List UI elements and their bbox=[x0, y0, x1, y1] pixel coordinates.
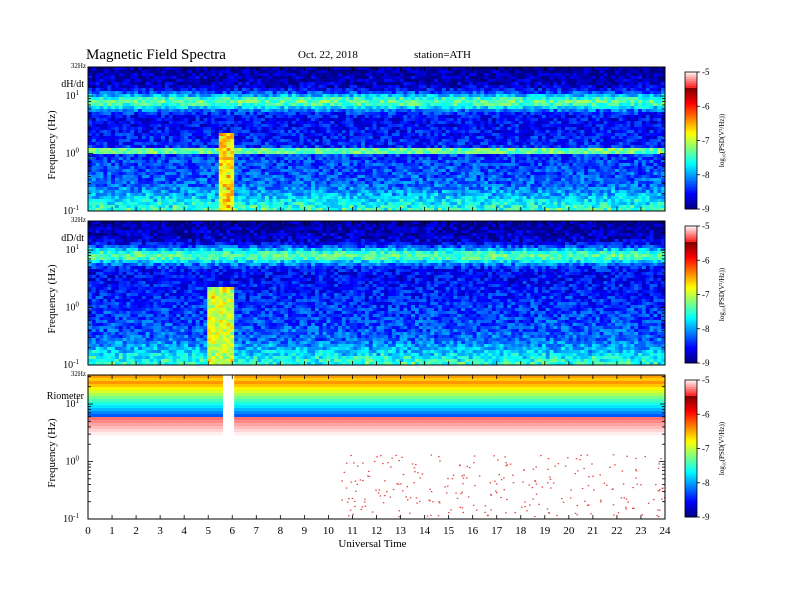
colorbar-tick-label: -5 bbox=[702, 221, 710, 231]
y-axis-label: Frequency (Hz) bbox=[46, 110, 58, 180]
y-tick-label: 100 bbox=[66, 147, 80, 160]
x-tick-label: 16 bbox=[467, 525, 479, 537]
colorbar-tick-label: -6 bbox=[702, 409, 710, 419]
spectrogram-panel-3 bbox=[88, 375, 666, 518]
colorbar-label: log₁₀(PSD(V²/Hz)) bbox=[718, 113, 726, 167]
y-tick-label: 10-1 bbox=[63, 358, 79, 371]
x-tick-label: 11 bbox=[347, 525, 358, 537]
x-axis-label: Universal Time bbox=[338, 538, 406, 550]
colorbar-tick-label: -5 bbox=[702, 375, 710, 385]
colorbar-tick-label: -6 bbox=[702, 101, 710, 111]
x-tick-label: 19 bbox=[539, 525, 551, 537]
y-tick-label: 101 bbox=[66, 243, 80, 256]
x-tick-label: 0 bbox=[85, 525, 91, 537]
colorbar-tick-label: -5 bbox=[702, 67, 710, 77]
x-tick-label: 9 bbox=[302, 525, 308, 537]
station-label: station=ATH bbox=[414, 49, 471, 61]
y-tick-label: 101 bbox=[66, 89, 80, 102]
panel-label: dH/dt bbox=[61, 79, 84, 90]
x-tick-label: 15 bbox=[443, 525, 455, 537]
x-tick-label: 14 bbox=[419, 525, 431, 537]
colorbar-tick-label: -7 bbox=[702, 136, 710, 146]
x-tick-label: 7 bbox=[254, 525, 260, 537]
colorbar-label: log₁₀(PSD(V²/Hz)) bbox=[718, 421, 726, 475]
x-tick-label: 21 bbox=[587, 525, 598, 537]
x-tick-label: 13 bbox=[395, 525, 407, 537]
colorbar-tick-label: -6 bbox=[702, 255, 710, 265]
x-tick-label: 12 bbox=[371, 525, 382, 537]
x-tick-label: 2 bbox=[133, 525, 139, 537]
colorbar-tick-label: -8 bbox=[702, 478, 710, 488]
x-tick-label: 6 bbox=[230, 525, 236, 537]
colorbar-tick-label: -7 bbox=[702, 444, 710, 454]
panel-label: Riometer bbox=[47, 391, 85, 402]
panel-label: dD/dt bbox=[61, 233, 84, 244]
top-frequency-tick: 32Hz bbox=[71, 370, 86, 378]
colorbar-label: log₁₀(PSD(V²/Hz)) bbox=[718, 267, 726, 321]
colorbar-tick-label: -9 bbox=[702, 512, 710, 522]
top-frequency-tick: 32Hz bbox=[71, 62, 86, 70]
y-axis-label: Frequency (Hz) bbox=[46, 418, 58, 488]
y-tick-label: 100 bbox=[66, 455, 80, 468]
colorbar-tick-label: -9 bbox=[702, 204, 710, 214]
x-tick-label: 23 bbox=[635, 525, 647, 537]
x-tick-label: 17 bbox=[491, 525, 503, 537]
x-tick-label: 5 bbox=[205, 525, 211, 537]
top-frequency-tick: 32Hz bbox=[71, 216, 86, 224]
y-tick-label: 10-1 bbox=[63, 204, 79, 217]
colorbar-tick-label: -8 bbox=[702, 324, 710, 334]
y-axis-label: Frequency (Hz) bbox=[46, 264, 58, 334]
colorbar-tick-label: -8 bbox=[702, 170, 710, 180]
colorbar-tick-label: -9 bbox=[702, 358, 710, 368]
x-tick-label: 3 bbox=[157, 525, 163, 537]
x-tick-label: 22 bbox=[611, 525, 622, 537]
y-tick-label: 101 bbox=[66, 397, 80, 410]
colorbar-2: -5 -6 -7 -8 -9 log₁₀(PSD(V²/Hz)) bbox=[684, 221, 726, 368]
colorbar-3: -5 -6 -7 -8 -9 log₁₀(PSD(V²/Hz)) bbox=[684, 375, 726, 522]
y-tick-label: 10-1 bbox=[63, 512, 79, 525]
spectrogram-panel-1 bbox=[88, 67, 666, 212]
x-tick-label: 1 bbox=[109, 525, 115, 537]
x-tick-label: 10 bbox=[323, 525, 335, 537]
chart-title: Magnetic Field Spectra bbox=[86, 47, 226, 63]
x-tick-label: 24 bbox=[660, 525, 672, 537]
x-tick-label: 18 bbox=[515, 525, 527, 537]
x-tick-label: 20 bbox=[563, 525, 575, 537]
colorbar-1: -5 -6 -7 -8 -9 log₁₀(PSD(V²/Hz)) bbox=[684, 67, 726, 214]
x-tick-label: 4 bbox=[181, 525, 187, 537]
x-tick-label: 8 bbox=[278, 525, 284, 537]
y-tick-label: 100 bbox=[66, 301, 80, 314]
date-label: Oct. 22, 2018 bbox=[298, 49, 358, 61]
colorbar-tick-label: -7 bbox=[702, 290, 710, 300]
spectrogram-panel-2 bbox=[88, 221, 666, 366]
